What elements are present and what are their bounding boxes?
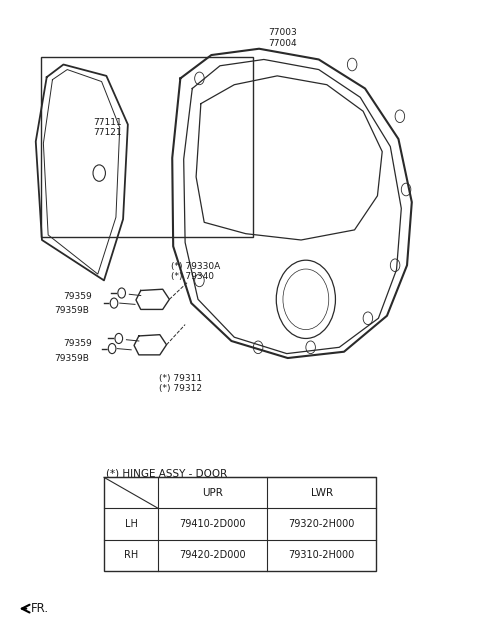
Text: RH: RH (124, 550, 138, 560)
Circle shape (108, 344, 116, 354)
Text: (*) 79311
(*) 79312: (*) 79311 (*) 79312 (159, 373, 202, 393)
Text: 79420-2D000: 79420-2D000 (180, 550, 246, 560)
Text: 79359: 79359 (63, 292, 92, 301)
Text: 79310-2H000: 79310-2H000 (288, 550, 355, 560)
Text: (*) HINGE ASSY - DOOR: (*) HINGE ASSY - DOOR (107, 469, 228, 479)
Circle shape (110, 298, 118, 308)
Circle shape (118, 288, 125, 298)
Text: 77111
77121: 77111 77121 (93, 118, 122, 138)
Text: 79320-2H000: 79320-2H000 (288, 519, 355, 529)
Text: LH: LH (125, 519, 138, 529)
Text: LWR: LWR (311, 488, 333, 498)
Bar (40, 57, 253, 237)
Text: FR.: FR. (31, 602, 49, 615)
Text: UPR: UPR (203, 488, 223, 498)
Text: 79359B: 79359B (54, 306, 89, 315)
Text: 79359B: 79359B (54, 354, 89, 363)
Text: 79359: 79359 (63, 339, 92, 348)
Text: 77003
77004: 77003 77004 (269, 29, 298, 48)
Text: 79410-2D000: 79410-2D000 (180, 519, 246, 529)
Bar (104, 477, 376, 571)
Circle shape (115, 333, 122, 344)
Text: (*) 79330A
(*) 79340: (*) 79330A (*) 79340 (171, 262, 220, 281)
